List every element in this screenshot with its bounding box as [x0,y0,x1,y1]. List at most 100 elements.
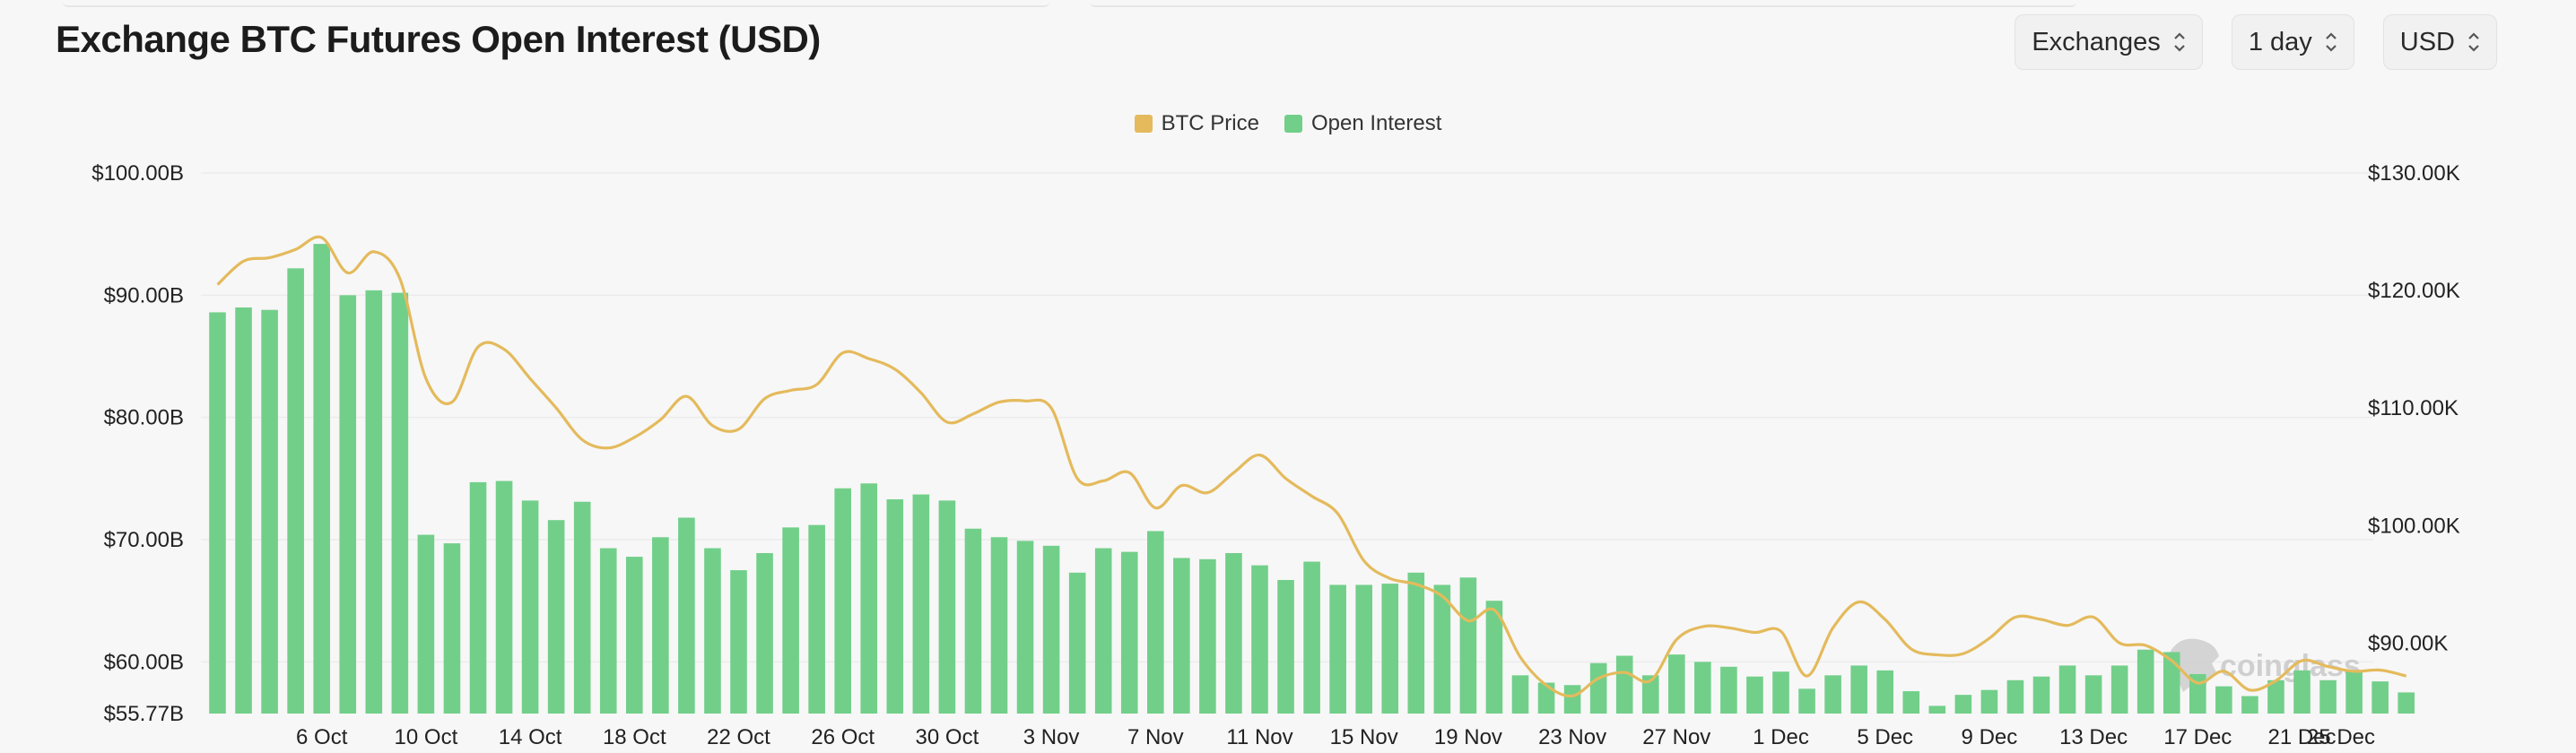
oi-bar [2110,665,2128,714]
legend-item-btc-price[interactable]: BTC Price [1134,111,1259,136]
x-tick-label: 19 Nov [1434,725,1502,749]
oi-bar [1694,662,1711,714]
oi-bar [678,517,695,714]
x-tick-label: 17 Dec [2163,725,2232,749]
oi-bar [2345,671,2363,714]
currency-select-label: USD [2399,27,2455,56]
oi-bar [287,268,304,714]
oi-bar [990,537,1008,714]
oi-bar [391,292,409,714]
x-tick-label: 6 Oct [296,725,348,749]
oi-bar [2084,675,2102,714]
oi-bar [1433,584,1451,714]
oi-bar [1173,558,1190,714]
btc-price-line [216,235,2407,698]
y-left-tick-label: $55.77B [104,702,184,726]
oi-bar [1042,545,1060,714]
oi-bar [808,524,825,714]
currency-select[interactable]: USD [2382,14,2497,70]
oi-bar [886,499,904,714]
x-tick-label: 1 Dec [1753,725,1809,749]
watermark-text: coinglass [2220,649,2361,683]
oi-bar [313,244,330,714]
oi-bar [1407,572,1425,714]
x-tick-label: 9 Dec [1962,725,2018,749]
oi-bar [938,500,956,714]
oi-bar [547,520,565,714]
oi-bar [1720,666,1737,714]
oi-bar [2267,679,2284,714]
oi-bar [834,488,851,714]
oi-bar [1120,551,1138,714]
y-right-tick-label: $100.00K [2368,514,2460,538]
x-tick-label: 15 Nov [1330,725,1398,749]
oi-bar [1615,655,1633,714]
x-tick-label: 10 Oct [395,725,458,749]
legend-item-open-interest[interactable]: Open Interest [1284,111,1441,136]
oi-bar [652,537,669,714]
y-left-tick-label: $70.00B [104,528,184,552]
oi-bar [1329,584,1346,714]
y-left-tick-label: $80.00B [104,406,184,430]
oi-bar [1511,675,1529,714]
y-right-tick-label: $120.00K [2368,279,2460,303]
legend-label-btc-price: BTC Price [1161,111,1259,135]
oi-bar [2137,649,2154,714]
oi-bar [1016,541,1034,714]
oi-bar [1277,579,1294,714]
oi-bar [1772,671,1789,714]
oi-bar [2163,652,2180,714]
oi-bar [1485,601,1503,714]
oi-bar [1355,584,1372,714]
x-tick-label: 22 Oct [707,725,770,749]
oi-bar [626,557,643,714]
oi-bar [1641,675,1659,714]
oi-bar [521,500,539,714]
oi-bar [261,309,278,714]
oi-bar [782,527,799,714]
x-tick-label: 21 Dec [2267,725,2336,749]
x-tick-label: 25 Dec [2307,725,2375,749]
x-tick-label: 3 Nov [1023,725,1080,749]
oi-bar [1251,565,1268,714]
chevron-updown-icon [2325,30,2337,54]
oi-bar [756,552,773,714]
oi-bar [443,543,461,714]
x-tick-label: 23 Nov [1538,725,1606,749]
x-tick-label: 27 Nov [1642,725,1710,749]
legend-swatch-open-interest [1284,115,1302,133]
y-right-tick-label: $110.00K [2368,396,2459,420]
oi-bar [1980,689,1998,714]
oi-bar [469,481,487,714]
page-title: Exchange BTC Futures Open Interest (USD) [56,18,821,60]
y-left-tick-label: $100.00B [91,161,184,186]
chart-controls: Exchanges 1 day USD [2015,14,2497,70]
oi-bar [1850,665,1867,714]
oi-bar [860,483,878,714]
oi-bar [2371,681,2389,714]
y-right-tick-label: $90.00K [2368,631,2448,655]
top-divider-left [63,0,1049,7]
oi-bar [365,290,383,714]
oi-bar [2319,679,2337,714]
oi-bar [912,494,930,714]
x-tick-label: 13 Dec [2059,725,2128,749]
oi-bar [2215,686,2232,714]
oi-bar [2006,679,2024,714]
oi-bar [573,501,591,714]
oi-bar [2398,692,2415,714]
x-tick-label: 18 Oct [603,725,666,749]
oi-bar [1537,682,1555,714]
interval-select[interactable]: 1 day [2231,14,2354,70]
exchanges-select[interactable]: Exchanges [2015,14,2203,70]
x-tick-label: 14 Oct [499,725,562,749]
oi-bar [1068,572,1086,714]
interval-select-label: 1 day [2248,27,2312,56]
oi-bar [2293,670,2311,714]
oi-bar [1668,654,1685,714]
oi-bar [1563,685,1581,714]
oi-bar [704,548,721,714]
oi-bar [1381,584,1399,714]
oi-bar [1876,670,1893,714]
